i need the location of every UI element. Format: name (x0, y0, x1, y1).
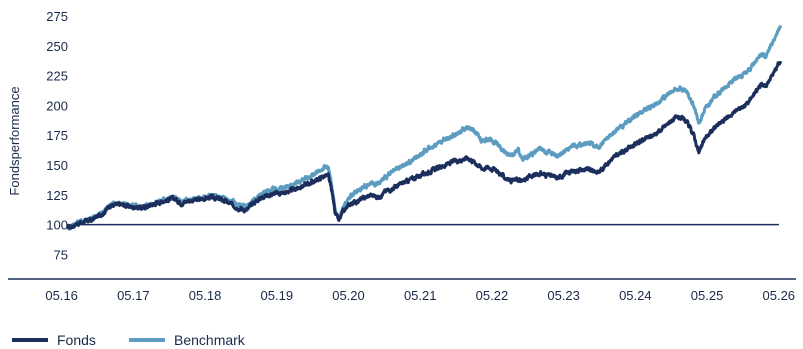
x-tick-label: 05.19 (261, 288, 294, 303)
y-tick-label: 75 (54, 247, 68, 262)
y-tick-label: 100 (46, 218, 68, 233)
y-tick-label: 150 (46, 158, 68, 173)
x-tick-label: 05.17 (117, 288, 150, 303)
series-line-benchmark (66, 25, 783, 231)
legend-label-benchmark: Benchmark (174, 332, 246, 348)
y-tick-label: 225 (46, 69, 68, 84)
y-axis-ticks: 275 250 225 200 175 150 125 100 75 (46, 9, 68, 263)
x-axis-ticks: 05.16 05.17 05.18 05.19 05.20 05.21 05.22 05.23… (45, 288, 795, 303)
y-tick-label: 175 (46, 128, 68, 143)
x-tick-label: 05.18 (189, 288, 222, 303)
x-tick-label: 05.25 (691, 288, 724, 303)
y-tick-label: 200 (46, 98, 68, 113)
x-tick-label: 05.20 (332, 288, 365, 303)
x-tick-label: 05.22 (476, 288, 509, 303)
legend: Fonds Benchmark (12, 332, 246, 348)
legend-label-fonds: Fonds (57, 332, 96, 348)
x-tick-label: 05.23 (547, 288, 580, 303)
series-layer (66, 25, 783, 231)
y-tick-label: 250 (46, 39, 68, 54)
y-axis-title: Fondsperformance (7, 86, 22, 195)
series-line-fonds (66, 60, 783, 230)
x-tick-label: 05.26 (763, 288, 796, 303)
y-tick-label: 125 (46, 188, 68, 203)
y-tick-label: 275 (46, 9, 68, 24)
x-tick-label: 05.24 (619, 288, 652, 303)
x-tick-label: 05.21 (404, 288, 437, 303)
x-tick-label: 05.16 (45, 288, 78, 303)
